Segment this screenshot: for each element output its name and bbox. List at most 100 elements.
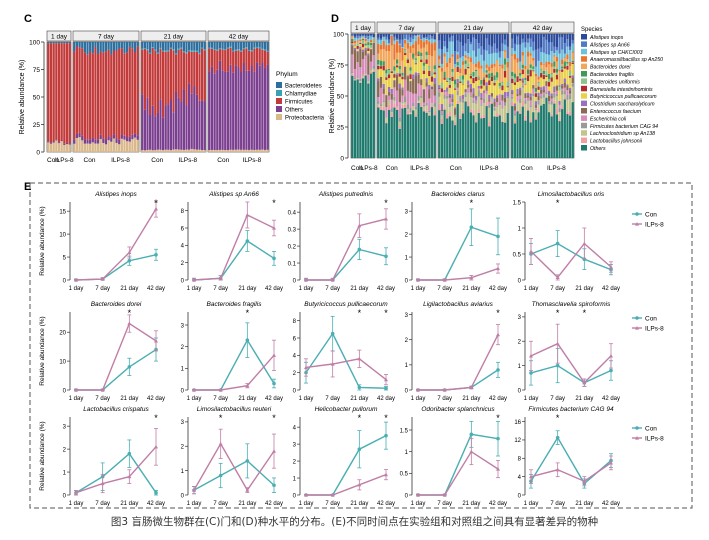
panel-d-bar-segment (506, 112, 509, 158)
panel-d-bar-segment (385, 79, 388, 95)
panel-d-bar-segment (568, 50, 572, 62)
series-line-ilps-8 (530, 342, 612, 384)
panel-d-bar-segment (561, 68, 564, 70)
panel-d-bar-segment (395, 52, 399, 60)
panel-c-bar-segment-bacteroidetes (266, 42, 269, 51)
panel-d-bar-segment (414, 109, 418, 115)
panel-c-bar-segment-others (89, 139, 92, 144)
panel-c-bar-segment-bacteroidetes (128, 42, 131, 47)
line-chart-y-tick-label: 1.5 (400, 428, 409, 434)
panel-d-bar-segment (482, 85, 486, 91)
line-chart-y-tick-label: 0.4 (288, 210, 297, 216)
panel-c-bar-segment-firmicutes (102, 52, 105, 139)
panel-c-bar-segment-chlamydiae (261, 48, 264, 50)
panel-d-bar-segment (446, 118, 449, 158)
panel-d-bar-segment (356, 43, 359, 46)
panel-c-bar-segment-others (110, 137, 113, 142)
panel-d-bar-segment (529, 93, 532, 97)
series-line-con (194, 338, 275, 391)
panel-d-bar-segment (490, 97, 494, 99)
panel-d-bar-segment (513, 77, 517, 83)
panel-d-bar-segment (451, 71, 454, 77)
panel-d-bar-segment (446, 91, 449, 96)
panel-c-bar-segment-proteobacteria (210, 149, 214, 152)
panel-c-bar-segment-firmicutes (126, 52, 129, 138)
panel-d-bar-segment (395, 108, 399, 110)
panel-d-bar-segment (387, 95, 391, 101)
panel-c-bar-segment-bacteroidetes (242, 42, 245, 49)
panel-d-bar-segment (414, 72, 418, 76)
data-point-ilps (416, 493, 420, 497)
panel-c-bar-segment-bacteroidetes (237, 42, 240, 50)
panel-d-bar-segment (545, 97, 548, 158)
panel-d-bar-segment (438, 85, 441, 88)
data-point-ilps (154, 206, 158, 211)
panel-d-bar-segment (440, 49, 444, 64)
data-point-con (330, 331, 335, 336)
panel-d-bar-segment (496, 72, 499, 78)
line-chart-x-tick-label: 42 day (265, 286, 283, 292)
panel-c-bar-segment-chlamydiae (245, 47, 248, 49)
panel-d-legend-label: Alistipes sp CHKCI003 (589, 50, 643, 56)
panel-d-legend-label: Enterococcus faecium (590, 109, 642, 115)
panel-d-bar-segment (547, 74, 551, 80)
panel-c-bar-segment-chlamydiae (203, 49, 206, 51)
series-line-ilps-8 (418, 334, 499, 391)
panel-d-bar-segment (369, 36, 373, 41)
panel-d-bar-segment (568, 34, 572, 47)
panel-d-bar-segment (519, 80, 522, 88)
panel-c-bar-segment-bacteroidetes (146, 42, 149, 50)
panel-c-bar-segment-bacteroidetes (120, 42, 123, 49)
panel-d-bar-segment (451, 106, 454, 121)
panel-d-bar-segment (456, 71, 459, 79)
panel-d-bar-segment (553, 97, 556, 101)
panel-d-bar-segment (398, 121, 401, 126)
panel-d-bar-segment (382, 61, 385, 66)
panel-c-y-tick-label: 100 (29, 40, 40, 47)
panel-d-bar-segment (498, 95, 501, 102)
line-chart-title: Thomasclavelia spiroformis (532, 301, 611, 308)
panel-c-bar-segment-proteobacteria (213, 150, 216, 152)
line-chart-y-tick-label: 20 (59, 331, 66, 337)
panel-d-bar-segment (448, 107, 451, 112)
panel-c-bar-segment-others (104, 139, 108, 145)
panel-d-bar-segment (493, 66, 496, 76)
panel-c-bar-segment-chlamydiae (255, 46, 259, 49)
panel-c-bar-segment-bacteroidetes (208, 42, 211, 48)
panel-c-bar-segment-bacteroidetes (164, 42, 167, 51)
panel-c-bar-segment-proteobacteria (255, 149, 259, 152)
panel-d-bar-segment (542, 103, 545, 158)
panel-d-bar-segment (401, 75, 404, 77)
panel-d-bar-segment (359, 42, 362, 44)
line-chart-x-tick-label: 7 day (213, 396, 228, 402)
data-point-con (609, 368, 613, 373)
panel-d-bar-segment (480, 68, 483, 80)
panel-c-bar-segment-others (218, 60, 222, 150)
panel-c-bar-segment-others (96, 139, 100, 144)
panel-c-bar-segment-bacteroidetes (201, 42, 204, 48)
panel-d-bar-segment (425, 63, 428, 79)
panel-d-bar-segment (351, 73, 354, 76)
panel-d-bar-segment (428, 41, 431, 55)
line-chart-y-tick-label: 16 (514, 420, 521, 426)
panel-c-bar-segment-firmicutes (68, 43, 71, 144)
panel-c-bar-segment-firmicutes (151, 47, 154, 106)
panel-c-bar-segment-firmicutes (52, 43, 55, 142)
panel-d-bar-segment (524, 80, 527, 85)
panel-d-bar-segment (393, 80, 396, 88)
panel-d-bar-segment (395, 65, 399, 68)
line-chart-y-tick-label: 0 (181, 388, 185, 394)
panel-c-bar-segment-chlamydiae (141, 48, 144, 50)
panel-d-bar-segment (496, 60, 499, 73)
panel-d-bar-segment (490, 76, 494, 82)
panel-d-bar-segment (475, 100, 478, 103)
panel-c-bar-segment-bacteroidetes (60, 42, 63, 44)
panel-d-bar-segment (422, 109, 426, 112)
panel-c-bar-segment-firmicutes (172, 50, 175, 113)
panel-d-bar-segment (521, 100, 524, 107)
panel-c-bar-segment-firmicutes (154, 50, 157, 117)
panel-d-bar-segment (524, 84, 527, 85)
panel-d-bar-segment (480, 46, 483, 55)
